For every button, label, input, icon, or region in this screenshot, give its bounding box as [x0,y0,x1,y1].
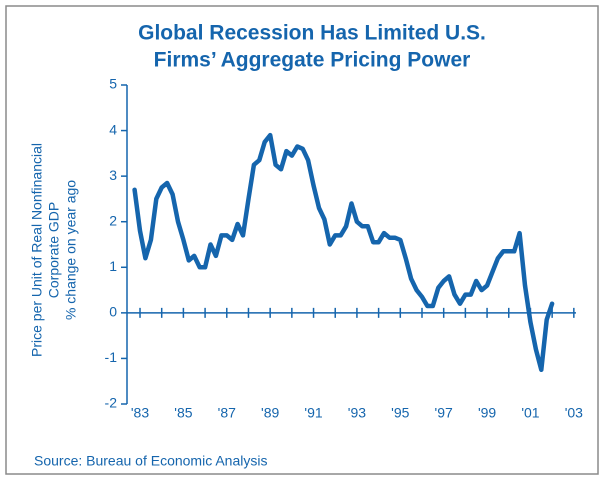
y-axis-label-line: Corporate GDP [46,202,62,298]
y-axis-label-line: Price per Unit of Real Nonfinancial [29,143,45,357]
y-tick-label: 3 [109,167,117,183]
x-tick-label: '83 [131,405,149,421]
x-tick-label: '97 [435,405,453,421]
x-tick-label: '95 [391,405,409,421]
y-tick-label: -2 [105,395,118,411]
x-tick-label: '01 [521,405,539,421]
x-tick-label: '03 [565,405,583,421]
x-tick-label: '93 [348,405,366,421]
frame [5,5,599,475]
chart-title: Firms’ Aggregate Pricing Power [154,49,471,72]
y-tick-label: 5 [109,76,117,92]
chart-title: Global Recession Has Limited U.S. [138,22,486,45]
y-axis-label-line: % change on year ago [63,180,79,320]
y-axis-label: Price per Unit of Real Nonfinancial Corp… [29,143,79,357]
x-tick-label: '87 [218,405,236,421]
x-tick-label: '89 [261,405,279,421]
x-tick-label: '91 [304,405,322,421]
y-tick-label: 2 [109,212,117,228]
y-tick-label: 4 [109,121,117,137]
y-tick-label: 1 [109,258,117,274]
y-tick-label: 0 [109,304,117,320]
x-tick-label: '85 [174,405,192,421]
y-tick-label: -1 [105,349,118,365]
x-tick-label: '99 [478,405,496,421]
data-line [132,132,555,373]
source-note: Source: Bureau of Economic Analysis [34,453,267,469]
